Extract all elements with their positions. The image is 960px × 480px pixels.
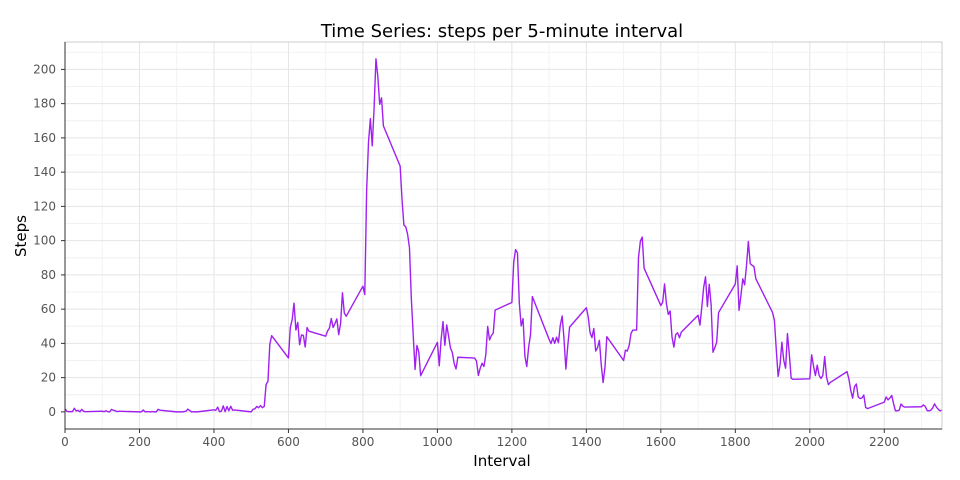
x-tick-label: 2200	[869, 435, 900, 449]
x-axis-label: Interval	[473, 452, 530, 470]
x-tick-label: 1400	[571, 435, 602, 449]
x-tick-label: 200	[128, 435, 151, 449]
y-tick-label: 160	[33, 131, 56, 145]
y-tick-label: 0	[48, 405, 56, 419]
y-tick-label: 60	[41, 302, 56, 316]
series-line	[64, 58, 943, 413]
x-tick-label: 400	[203, 435, 226, 449]
x-axis-ticks: 0 200 400 600 800 1000 1200 1400 1600 1800 2000 220…	[61, 429, 900, 449]
x-tick-label: 1800	[720, 435, 751, 449]
y-axis-label: Steps	[12, 215, 30, 257]
y-tick-label: 40	[41, 336, 56, 350]
x-tick-label: 800	[351, 435, 374, 449]
y-axis-ticks: 0 20 40 60 80 100 120 140 160 180 200	[33, 62, 65, 419]
y-tick-label: 140	[33, 165, 56, 179]
x-tick-label: 1600	[646, 435, 677, 449]
x-tick-label: 0	[61, 435, 69, 449]
grid	[64, 42, 942, 429]
y-tick-label: 80	[41, 268, 56, 282]
x-tick-label: 1000	[422, 435, 453, 449]
y-tick-label: 20	[41, 371, 56, 385]
y-tick-label: 180	[33, 97, 56, 111]
x-tick-label: 2000	[795, 435, 826, 449]
y-tick-label: 100	[33, 234, 56, 248]
chart-title: Time Series: steps per 5-minute interval	[320, 21, 683, 42]
x-tick-label: 600	[277, 435, 300, 449]
y-tick-label: 120	[33, 199, 56, 213]
y-tick-label: 200	[33, 62, 56, 76]
x-tick-label: 1200	[497, 435, 528, 449]
